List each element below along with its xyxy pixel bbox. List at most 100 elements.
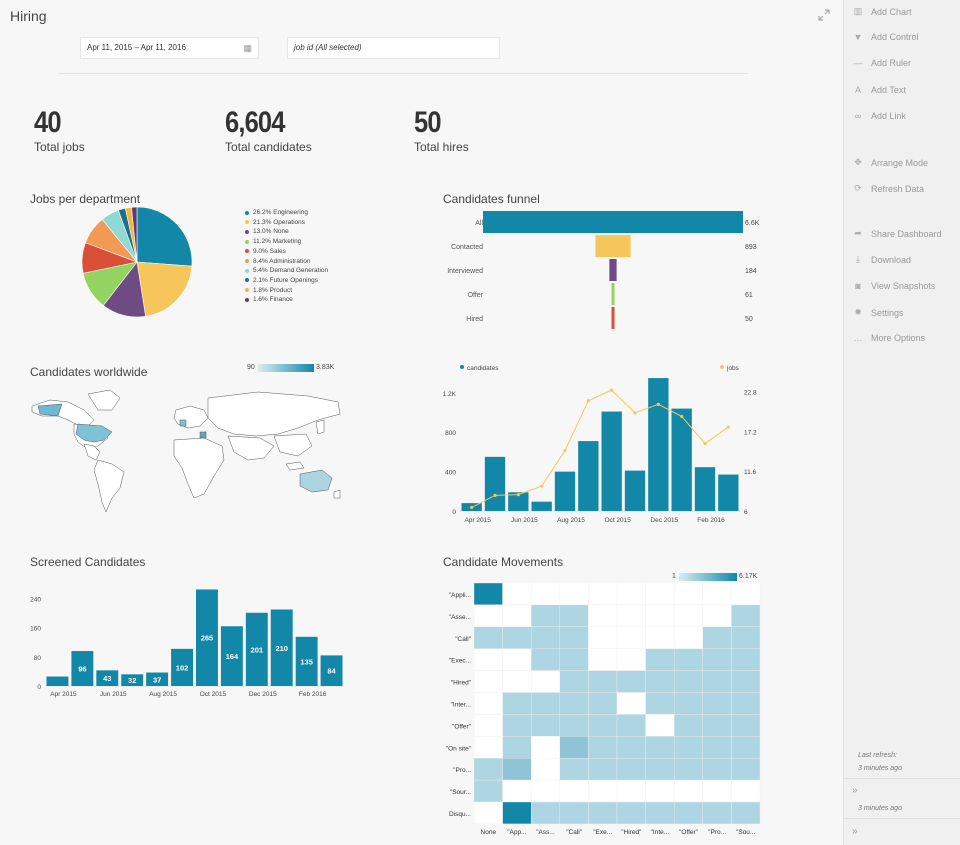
job-id-filter[interactable]: job id (All selected): [287, 37, 500, 59]
funnel-bar-interviewed: [609, 259, 617, 281]
heatmap-row-label: Disqu...: [449, 811, 471, 818]
pie-legend-item: 1.8% Product: [245, 287, 292, 294]
jobs-point: [610, 388, 614, 392]
jobs-point: [563, 448, 567, 453]
heatmap-cell: [645, 801, 675, 825]
funnel-value-label: 50: [745, 316, 753, 323]
heatmap-cell: [473, 757, 503, 781]
legend-swatch: [245, 239, 249, 244]
page-title: Hiring: [10, 8, 47, 24]
heatmap-row-label: "Sour...: [450, 789, 471, 796]
sidebar-item-label: More Options: [871, 333, 926, 343]
heatmap-cell: [673, 736, 703, 759]
movements-legend-min: 1: [672, 573, 676, 580]
movements-legend-gradient: [679, 573, 737, 581]
heatmap-cell: [588, 736, 618, 759]
sidebar-item-add-control[interactable]: ▼ Add Control: [852, 32, 919, 42]
sidebar-item-label: Add Chart: [871, 6, 912, 17]
sidebar-item-refresh-data[interactable]: ⟳ Refresh Data: [852, 183, 924, 194]
heatmap-col-label: "App...: [507, 829, 526, 836]
kpi-value: 40: [34, 106, 62, 139]
jobs-point: [493, 493, 497, 497]
heatmap-cell: [702, 801, 732, 825]
gear-icon: ✹: [854, 307, 862, 317]
funnel-category-label: All: [475, 220, 483, 227]
sidebar-item-add-ruler[interactable]: — Add Ruler: [852, 58, 912, 68]
y-tick-label: 800: [445, 430, 456, 437]
pie-slice-1: [136, 261, 193, 317]
sidebar-item-label: Add Control: [871, 32, 919, 42]
heatmap-cell: [645, 626, 675, 649]
collapse-sidebar-button[interactable]: »: [852, 826, 858, 837]
candidates-bar: [554, 471, 576, 511]
heatmap-cell: [473, 648, 503, 671]
text-icon: A: [854, 85, 861, 95]
screened-bar: [46, 676, 69, 686]
legend-label-candidates: candidates: [467, 365, 499, 372]
sidebar-item-add-link[interactable]: ∞ Add Link: [852, 111, 906, 121]
sidebar-item-arrange-mode[interactable]: ✥ Arrange Mode: [852, 157, 928, 168]
sidebar-item-share-dashboard[interactable]: ➦ Share Dashboard: [852, 228, 941, 239]
bar-chart-icon: ▥: [853, 6, 863, 16]
heatmap-cell: [616, 648, 646, 671]
heatmap-cell: [702, 670, 732, 693]
map-legend-gradient: [258, 364, 314, 372]
heatmap-col-label: "Hired": [621, 829, 642, 836]
heatmap-cell: [702, 714, 732, 737]
pie-legend-item: 11.2% Marketing: [245, 238, 301, 245]
expand-icon[interactable]: [818, 8, 830, 21]
heatmap-cell: [502, 648, 532, 671]
calendar-icon: ▦: [243, 43, 252, 53]
sidebar-item-settings[interactable]: ✹ Settings: [852, 307, 904, 318]
pie-legend-item: 5.4% Demand Generation: [245, 267, 328, 274]
heatmap-cell: [616, 779, 646, 803]
camera-icon: ◙: [855, 281, 861, 291]
screened-value-label: 201: [251, 645, 264, 654]
legend-swatch: [245, 210, 249, 215]
heatmap-cell: [616, 757, 646, 781]
legend-label: 1.8% Product: [253, 286, 293, 294]
link-icon: ∞: [854, 111, 862, 121]
heatmap-cell: [530, 604, 560, 627]
heatmap-cell: [731, 670, 761, 693]
sidebar-item-more-options[interactable]: … More Options: [852, 333, 926, 343]
heatmap-cell: [473, 626, 503, 649]
legend-label: 5.4% Demand Generation: [253, 267, 329, 275]
heatmap-cell: [588, 779, 618, 803]
sidebar-item-label: Settings: [871, 307, 904, 318]
sidebar-item-download[interactable]: ⤓ Download: [852, 254, 911, 265]
share-icon: ➦: [854, 228, 862, 238]
heatmap-cell: [530, 583, 560, 606]
heatmap-cell: [673, 779, 703, 803]
pie-legend-item: 26.2% Engineering: [245, 209, 308, 216]
sidebar-item-view-snapshots[interactable]: ◙ View Snapshots: [852, 281, 935, 291]
pie-slice-9: [131, 206, 138, 263]
screened-chart-title: Screened Candidates: [30, 555, 146, 569]
heatmap-col-label: "Offer": [679, 829, 699, 836]
screened-bar: [96, 670, 119, 686]
screened-bar: [146, 672, 169, 686]
map-legend-max: 3.83K: [316, 364, 335, 371]
heatmap-cell: [702, 626, 732, 649]
date-range-filter[interactable]: Apr 11, 2015 – Apr 11, 2016 ▦: [80, 37, 259, 59]
heatmap-cell: [645, 779, 675, 803]
legend-swatch: [245, 268, 249, 273]
x-tick-label: Apr 2015: [50, 691, 77, 698]
sidebar-item-add-text[interactable]: A Add Text: [852, 85, 906, 95]
legend-swatch: [245, 220, 249, 225]
pie-slice-0: [136, 206, 193, 267]
heatmap-cell: [616, 626, 646, 649]
heatmap-cell: [502, 714, 532, 737]
sidebar-item-add-chart[interactable]: ▥ Add Chart: [852, 6, 912, 17]
heatmap-cell: [588, 670, 618, 693]
heatmap-row-label: "Call": [455, 636, 472, 643]
heatmap-cell: [616, 736, 646, 759]
funnel-bar-contacted: [595, 235, 631, 257]
heatmap-cell: [702, 779, 732, 803]
jobs-point: [680, 414, 684, 419]
x-tick-label: Aug 2015: [149, 691, 177, 698]
heatmap-cell: [530, 626, 560, 649]
heatmap-cell: [731, 736, 761, 759]
expand-sidebar-button[interactable]: »: [852, 785, 858, 796]
legend-label: 26.2% Engineering: [253, 209, 308, 216]
